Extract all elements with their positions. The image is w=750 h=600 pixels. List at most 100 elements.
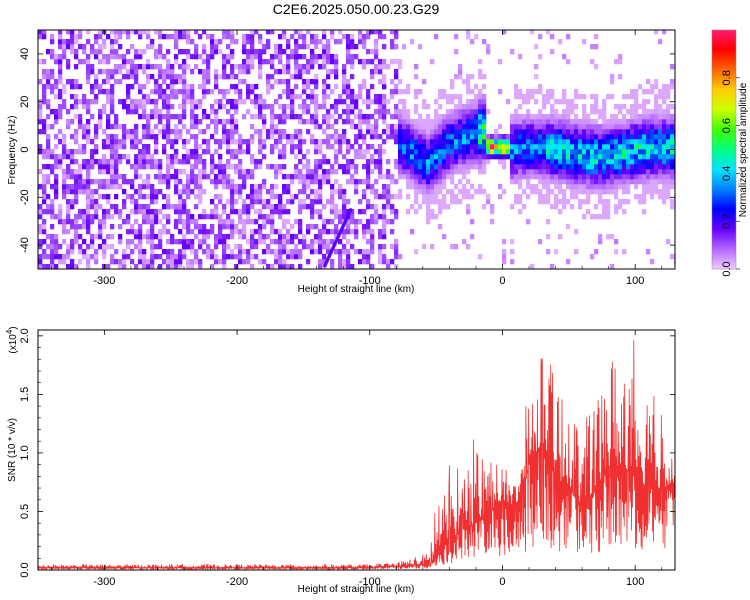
spectrogram-cell xyxy=(510,114,515,120)
spectrogram-cell xyxy=(370,124,375,130)
spectrogram-cell xyxy=(166,264,171,269)
spectrogram-cell xyxy=(346,179,351,185)
spectrogram-cell xyxy=(470,39,475,45)
spectrogram-cell xyxy=(362,189,367,195)
spectrogram-cell xyxy=(350,119,355,125)
spectrogram-cell xyxy=(242,49,247,55)
spectrogram-cell xyxy=(546,144,551,150)
spectrogram-cell xyxy=(482,74,487,80)
spectrogram-cell xyxy=(114,179,119,185)
spectrogram-cell xyxy=(134,134,139,140)
spectrogram-cell xyxy=(530,189,535,195)
spectrogram-cell xyxy=(66,264,71,269)
spectrogram-cell xyxy=(638,134,643,140)
spectrogram-cell xyxy=(138,99,143,105)
spectrogram-cell xyxy=(562,139,567,145)
spectrogram-cell xyxy=(194,224,199,230)
spectrogram-cell xyxy=(266,264,271,269)
spectrogram-cell xyxy=(486,149,491,155)
spectrogram-cell xyxy=(514,94,519,100)
spectrogram-cell xyxy=(54,94,59,100)
spectrogram-cell xyxy=(54,114,59,120)
spectrogram-cell xyxy=(410,184,415,190)
spectrogram-cell xyxy=(562,99,567,105)
spectrogram-cell xyxy=(406,134,411,140)
spectrogram-cell xyxy=(550,49,555,55)
spectrogram-cell xyxy=(274,44,279,50)
spectrogram-cell xyxy=(138,229,143,235)
spectrogram-cell xyxy=(334,59,339,65)
spectrogram-cell xyxy=(490,204,495,210)
spectrogram-cell xyxy=(594,179,599,185)
spectrogram-cell xyxy=(102,209,107,215)
spectrogram-cell xyxy=(174,169,179,175)
spectrogram-cell xyxy=(666,184,671,190)
spectrogram-cell xyxy=(138,174,143,180)
spectrogram-cell xyxy=(86,204,91,210)
spectrogram-cell xyxy=(358,219,363,225)
spectrogram-cell xyxy=(90,179,95,185)
spectrogram-cell xyxy=(202,74,207,80)
spectrogram-cell xyxy=(482,104,487,110)
spectrogram-cell xyxy=(570,179,575,185)
spectrogram-cell xyxy=(262,144,267,150)
spectrogram-cell xyxy=(586,174,591,180)
spectrogram-cell xyxy=(226,134,231,140)
spectrogram-cell xyxy=(350,64,355,70)
spectrogram-cell xyxy=(614,169,619,175)
spectrogram-cell xyxy=(442,204,447,210)
spectrogram-cell xyxy=(350,264,355,269)
spectrogram-cell xyxy=(518,144,523,150)
spectrogram-cell xyxy=(282,119,287,125)
spectrogram-cell xyxy=(562,169,567,175)
spectrogram-cell xyxy=(106,209,111,215)
spectrogram-cell xyxy=(282,104,287,110)
spectrogram-cell xyxy=(254,184,259,190)
y-tick-label: -40 xyxy=(19,237,31,253)
spectrogram-cell xyxy=(190,189,195,195)
spectrogram-cell xyxy=(62,54,67,60)
spectrogram-cell xyxy=(242,224,247,230)
spectrogram-cell xyxy=(142,69,147,75)
spectrogram-cell xyxy=(550,204,555,210)
spectrogram-cell xyxy=(334,119,339,125)
spectrogram-cell xyxy=(142,49,147,55)
spectrogram-cell xyxy=(566,164,571,170)
spectrogram-cell xyxy=(328,254,331,258)
spectrogram-cell xyxy=(462,164,467,170)
spectrogram-cell xyxy=(438,89,443,95)
spectrogram-cell xyxy=(250,84,255,90)
spectrogram-cell xyxy=(38,229,43,235)
spectrogram-cell xyxy=(102,139,107,145)
spectrogram-cell xyxy=(202,89,207,95)
spectrogram-cell xyxy=(390,204,395,210)
spectrogram-cell xyxy=(298,129,303,135)
spectrogram-cell xyxy=(526,114,531,120)
spectrogram-cell xyxy=(426,124,431,130)
spectrogram-cell xyxy=(634,179,639,185)
spectrogram-cell xyxy=(654,144,659,150)
spectrogram-cell xyxy=(362,99,367,105)
spectrogram-cell xyxy=(610,179,615,185)
spectrogram-cell xyxy=(546,199,551,205)
spectrogram-cell xyxy=(318,209,323,215)
spectrogram-cell xyxy=(550,134,555,140)
spectrogram-cell xyxy=(646,179,651,185)
spectrogram-cell xyxy=(538,174,543,180)
spectrogram-cell xyxy=(322,174,327,180)
spectrogram-cell xyxy=(482,39,487,45)
spectrogram-cell xyxy=(90,219,95,225)
spectrogram-cell xyxy=(74,199,79,205)
spectrogram-cell xyxy=(430,184,435,190)
spectrogram-cell xyxy=(218,99,223,105)
spectrogram-cell xyxy=(202,69,207,75)
spectrogram-cell xyxy=(354,164,359,170)
spectrogram-cell xyxy=(154,104,159,110)
spectrogram-cell xyxy=(74,189,79,195)
spectrogram-cell xyxy=(278,234,283,240)
spectrogram-cell xyxy=(106,164,111,170)
spectrogram-cell xyxy=(526,144,531,150)
spectrogram-cell xyxy=(158,44,163,50)
spectrogram-cell xyxy=(510,169,515,175)
spectrogram-cell xyxy=(162,99,167,105)
